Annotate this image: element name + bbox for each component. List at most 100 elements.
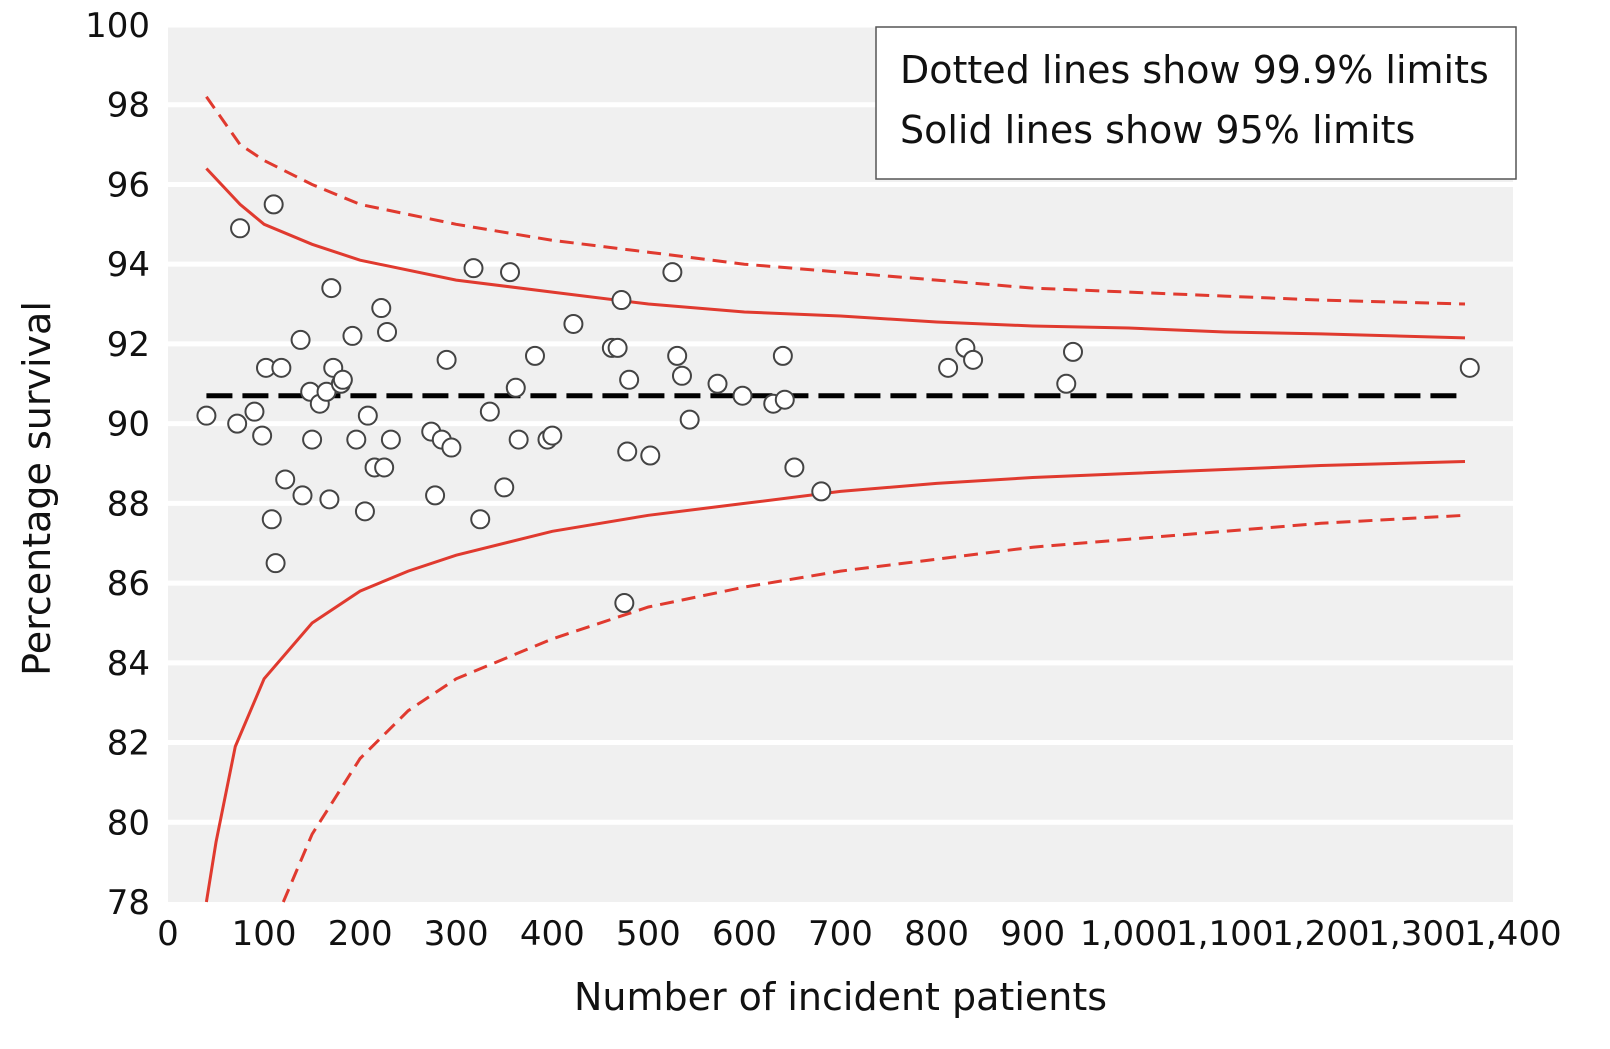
x-tick-label: 1,300 (1368, 914, 1465, 954)
data-points (196, 194, 1480, 614)
data-point (772, 345, 793, 366)
data-point (354, 501, 375, 522)
data-point (671, 365, 692, 386)
data-point (500, 262, 521, 283)
limit-line-lower-95 (204, 460, 1466, 903)
data-point (542, 425, 563, 446)
data-point (244, 401, 265, 422)
data-point (357, 405, 378, 426)
data-point (380, 429, 401, 450)
data-point (1062, 341, 1083, 362)
x-tick-label: 200 (328, 914, 393, 954)
data-point (463, 258, 484, 279)
data-point (302, 429, 323, 450)
y-tick-label: 98 (107, 86, 150, 126)
y-tick-labels: 78 80 82 84 86 88 90 92 94 96 98 100 (85, 6, 150, 923)
y-tick-label: 94 (107, 245, 150, 285)
data-point (619, 369, 640, 390)
data-point (640, 445, 661, 466)
x-tick-label: 1,000 (1080, 914, 1177, 954)
y-tick-label: 100 (85, 6, 150, 46)
data-point (271, 357, 292, 378)
data-point (342, 325, 363, 346)
x-tick-label: 600 (712, 914, 777, 954)
y-tick-label: 80 (107, 803, 150, 843)
data-point (252, 425, 273, 446)
x-tick-label: 300 (424, 914, 489, 954)
data-point (563, 313, 584, 334)
data-point (374, 457, 395, 478)
legend-text-95-limits: Solid lines show 95% limits (900, 108, 1415, 152)
data-point (290, 329, 311, 350)
limit-line-upper-95 (205, 167, 1466, 340)
data-point (524, 345, 545, 366)
data-point (963, 349, 984, 370)
data-point (505, 377, 526, 398)
x-tick-label: 700 (808, 914, 873, 954)
data-point (425, 485, 446, 506)
data-point (332, 369, 353, 390)
legend: Dotted lines show 99.9% limits Solid lin… (875, 26, 1517, 180)
x-tick-label: 1,400 (1464, 914, 1561, 954)
data-point (667, 345, 688, 366)
data-point (679, 409, 700, 430)
x-tick-label: 100 (232, 914, 297, 954)
data-point (470, 509, 491, 530)
y-tick-label: 84 (107, 644, 150, 684)
control-limits (204, 95, 1466, 903)
data-point (611, 290, 632, 311)
data-point (441, 437, 462, 458)
y-tick-label: 92 (107, 325, 150, 365)
legend-text-999-limits: Dotted lines show 99.9% limits (900, 48, 1489, 92)
data-point (227, 413, 248, 434)
x-tick-label: 800 (904, 914, 969, 954)
data-point (196, 405, 217, 426)
data-point (707, 373, 728, 394)
y-tick-label: 86 (107, 564, 150, 604)
data-point (377, 321, 398, 342)
x-tick-label: 400 (520, 914, 585, 954)
data-point (1459, 357, 1480, 378)
data-point (436, 349, 457, 370)
data-point (230, 218, 251, 239)
y-tick-label: 96 (107, 165, 150, 205)
x-tick-label: 900 (1000, 914, 1065, 954)
data-point (261, 509, 282, 530)
data-point (292, 485, 313, 506)
x-tick-labels: 0 100 200 300 400 500 600 700 800 900 1,0001,1001,… (157, 914, 1561, 954)
x-tick-label: 1,100 (1176, 914, 1273, 954)
data-point (774, 389, 795, 410)
x-tick-label: 0 (157, 914, 179, 954)
data-point (263, 194, 284, 215)
data-point (617, 441, 638, 462)
data-point (784, 457, 805, 478)
x-tick-label: 1,200 (1272, 914, 1369, 954)
data-point (1056, 373, 1077, 394)
data-point (321, 278, 342, 299)
data-point (614, 593, 635, 614)
limit-line-upper-999 (205, 95, 1466, 306)
data-point (346, 429, 367, 450)
y-tick-label: 78 (107, 883, 150, 923)
data-point (662, 262, 683, 283)
y-tick-label: 90 (107, 405, 150, 445)
data-point (732, 385, 753, 406)
x-axis-title: Number of incident patients (574, 975, 1107, 1019)
data-point (479, 401, 500, 422)
data-point (265, 553, 286, 574)
data-point (508, 429, 529, 450)
data-point (371, 298, 392, 319)
data-point (494, 477, 515, 498)
data-point (607, 337, 628, 358)
y-tick-label: 82 (107, 724, 150, 764)
data-point (938, 357, 959, 378)
limit-line-lower-999 (281, 513, 1466, 903)
legend-box (875, 26, 1517, 180)
data-point (811, 481, 832, 502)
x-tick-label: 500 (616, 914, 681, 954)
y-axis-title: Percentage survival (15, 301, 59, 676)
y-tick-label: 88 (107, 484, 150, 524)
data-point (275, 469, 296, 490)
data-point (319, 489, 340, 510)
